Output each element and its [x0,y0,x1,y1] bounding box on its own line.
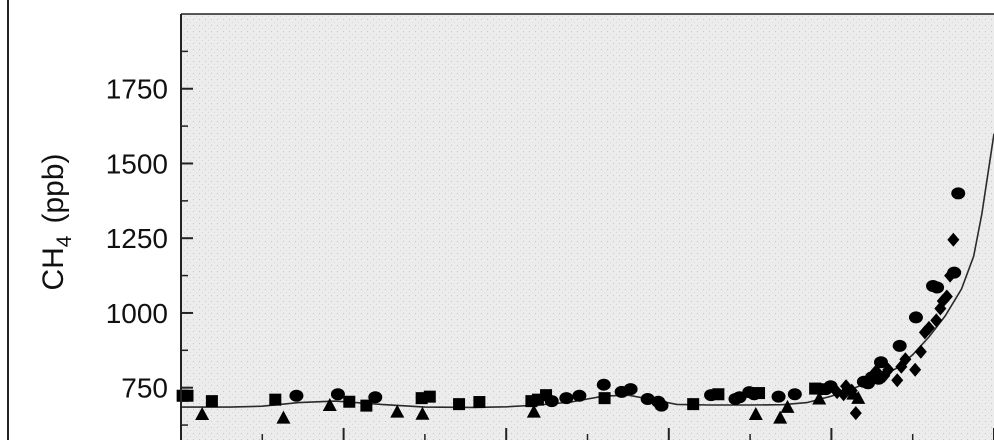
diamond-marker [849,406,862,421]
marker-layer [176,187,966,424]
diamond-marker [947,232,960,247]
circle-marker [908,311,923,324]
y-axis-label-subscript: 4 [53,235,76,247]
diamond-marker [930,313,943,328]
triangle-marker [526,404,541,418]
square-marker [360,399,373,412]
triangle-marker [195,406,210,420]
plot-area [181,14,994,440]
circle-marker [873,356,888,369]
diamond-marker [891,373,904,388]
circle-marker [596,378,611,391]
square-marker [343,395,356,408]
circle-marker [930,281,945,294]
circle-marker [368,391,383,404]
triangle-marker [322,398,337,412]
circle-marker [951,187,966,200]
diamond-marker [882,362,895,377]
diamond-marker [899,352,912,367]
triangle-marker [851,390,866,404]
circle-marker [892,339,907,352]
circle-marker [544,395,559,408]
diamond-marker [940,289,953,304]
diamond-marker [909,362,922,377]
circle-marker [623,383,638,396]
axis-layer: 750 1000 1250 1500 1750 [7,0,994,440]
triangle-marker [276,410,291,424]
square-marker [269,393,282,406]
square-marker [423,390,436,403]
circle-marker [654,399,669,412]
circle-marker [787,388,802,401]
diamond-marker [922,320,935,335]
square-marker [687,398,700,411]
y-tick-label-1500: 1500 [106,148,168,179]
square-marker [598,392,611,405]
diamond-marker [944,268,957,283]
circle-marker [559,392,574,405]
y-axis-label: CH4 (ppb) [37,153,76,290]
square-marker [453,398,466,411]
diamond-marker [845,383,858,398]
y-axis-label-unit: (ppb) [37,153,70,223]
y-tick-label-1250: 1250 [106,223,168,254]
circle-marker [289,389,304,402]
circle-marker [572,389,587,402]
circle-marker [330,388,345,401]
triangle-marker [773,410,788,424]
triangle-marker [415,406,430,420]
circle-marker [771,390,786,403]
square-marker [181,389,194,402]
square-marker [473,396,486,409]
y-tick-label-1000: 1000 [106,298,168,329]
circle-marker [747,388,762,401]
triangle-marker [780,399,795,413]
circle-marker [704,389,719,402]
triangle-marker [390,404,405,418]
y-tick-label-750: 750 [121,373,168,404]
square-marker [205,395,218,408]
triangle-marker [812,391,827,405]
diamond-marker [914,344,927,359]
y-tick-label-1750: 1750 [106,74,168,105]
circle-marker [640,393,655,406]
y-axis-label-main: CH [37,247,70,290]
triangle-marker [748,406,763,420]
